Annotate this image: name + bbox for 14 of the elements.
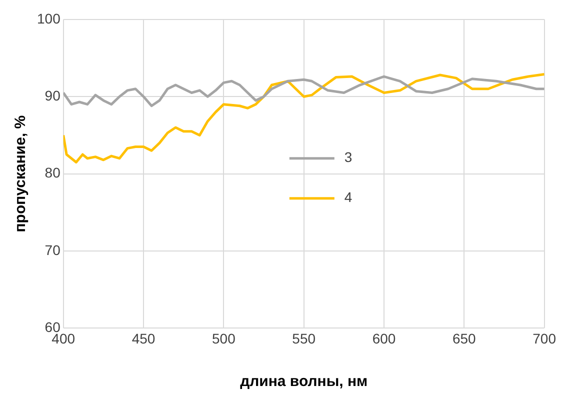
y-tick-label: 100 (37, 10, 61, 26)
legend-label: 4 (344, 189, 352, 206)
y-tick-label: 80 (44, 164, 61, 181)
x-tick-label: 500 (212, 330, 236, 346)
y-axis-title: пропускание, % (12, 115, 30, 232)
x-tick-label: 550 (292, 330, 316, 346)
x-tick-label: 650 (452, 330, 476, 346)
x-tick-label: 600 (372, 330, 396, 346)
legend-label: 3 (344, 149, 352, 166)
x-tick-label: 700 (532, 330, 556, 346)
x-tick-label: 450 (132, 330, 156, 346)
x-axis-title: длина волны, нм (240, 373, 368, 390)
y-tick-label: 90 (44, 87, 61, 104)
y-tick-label: 70 (44, 242, 61, 258)
